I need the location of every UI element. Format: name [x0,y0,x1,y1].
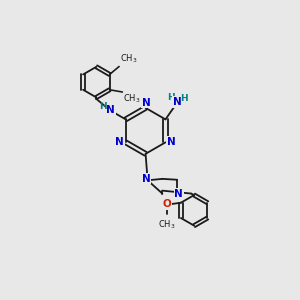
Text: CH$_3$: CH$_3$ [120,53,137,65]
Text: H: H [180,94,188,103]
Text: H: H [167,93,175,102]
Text: CH$_3$: CH$_3$ [158,218,175,230]
Text: N: N [106,105,115,115]
Text: O: O [162,199,171,209]
Text: N: N [173,97,182,107]
Text: N: N [174,189,183,199]
Text: H: H [99,102,107,111]
Text: CH$_3$: CH$_3$ [123,93,140,105]
Text: N: N [142,98,150,108]
Text: N: N [116,137,124,147]
Text: N: N [142,174,151,184]
Text: N: N [167,137,176,147]
